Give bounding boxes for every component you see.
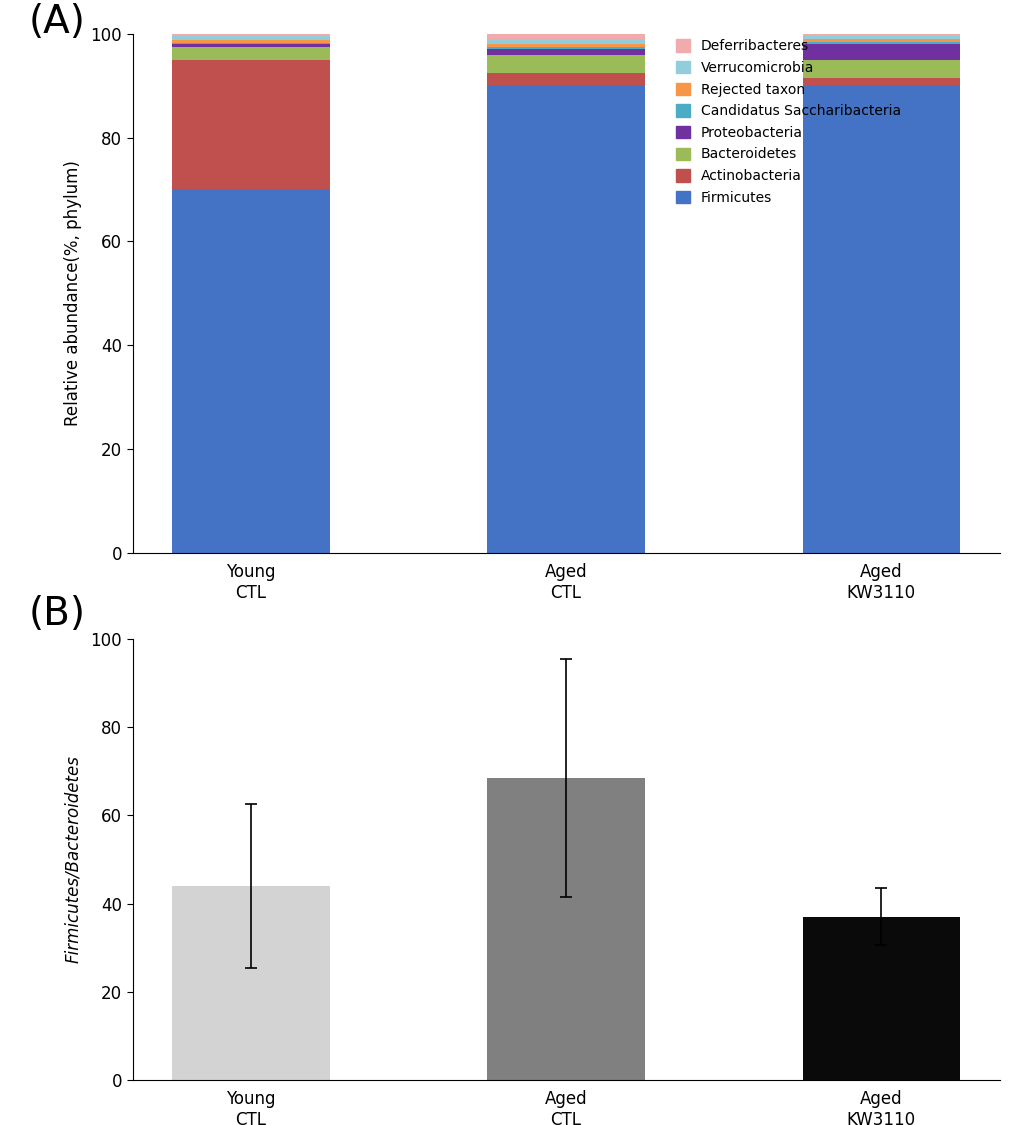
Bar — [172, 43, 329, 44]
Bar — [487, 50, 644, 54]
Bar — [487, 34, 644, 39]
Bar — [802, 917, 959, 1080]
Bar — [802, 78, 959, 85]
Bar — [487, 73, 644, 86]
Text: (B): (B) — [29, 595, 86, 633]
Bar — [802, 86, 959, 552]
Text: (A): (A) — [29, 2, 86, 40]
Bar — [802, 34, 959, 36]
Bar — [802, 44, 959, 60]
Bar — [172, 60, 329, 189]
Y-axis label: Relative abundance(%, phylum): Relative abundance(%, phylum) — [64, 160, 83, 426]
Bar — [172, 189, 329, 552]
Bar — [802, 42, 959, 44]
Bar — [487, 47, 644, 49]
Bar — [487, 777, 644, 1080]
Bar — [487, 54, 644, 73]
Legend: Deferribacteres, Verrucomicrobia, Rejected taxon, Candidatus Saccharibacteria, P: Deferribacteres, Verrucomicrobia, Reject… — [669, 34, 906, 210]
Bar — [172, 886, 329, 1080]
Bar — [802, 60, 959, 78]
Bar — [487, 39, 644, 44]
Bar — [172, 34, 329, 36]
Bar — [487, 44, 644, 47]
Bar — [172, 47, 329, 60]
Bar — [802, 39, 959, 42]
Bar — [172, 36, 329, 40]
Y-axis label: Firmicutes/Bacteroidetes: Firmicutes/Bacteroidetes — [64, 756, 83, 963]
Bar — [172, 40, 329, 43]
Bar — [802, 36, 959, 39]
Bar — [172, 44, 329, 47]
Bar — [487, 86, 644, 552]
